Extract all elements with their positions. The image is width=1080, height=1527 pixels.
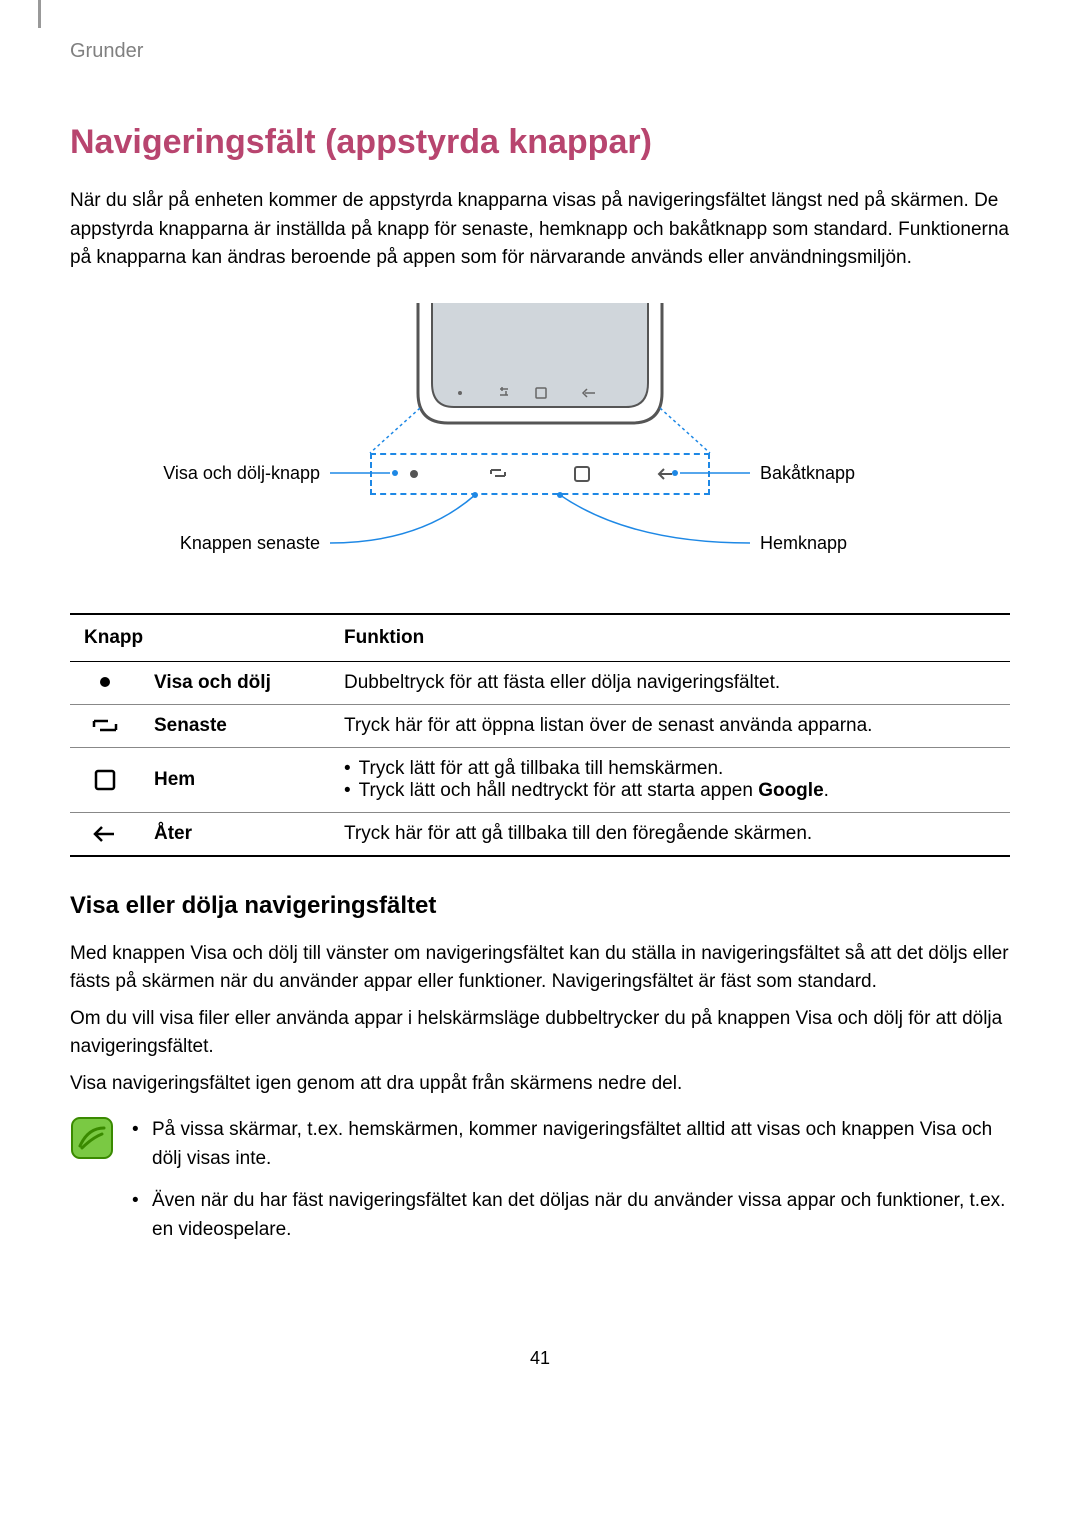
table-row: ÅterTryck här för att gå tillbaka till d… [70,812,1010,856]
body-paragraph: Visa navigeringsfältet igen genom att dr… [70,1070,1010,1099]
page-title: Navigeringsfält (appstyrda knappar) [70,123,1010,162]
table-row: Visa och döljDubbeltryck för att fästa e… [70,661,1010,704]
table-header-function: Funktion [330,614,1010,662]
page-number: 41 [70,1348,1010,1369]
button-function: Tryck här för att öppna listan över de s… [330,704,1010,747]
home-icon [70,747,140,812]
note-content: På vissa skärmar, t.ex. hemskärmen, komm… [132,1116,1010,1258]
recent-icon [70,704,140,747]
button-function: Dubbeltryck för att fästa eller dölja na… [330,661,1010,704]
table-row: HemTryck lätt för att gå tillbaka till h… [70,747,1010,812]
label-recent: Knappen senaste [180,533,320,554]
nav-bar-diagram: Visa och dölj-knapp Knappen senaste Bakå… [70,303,1010,573]
dot-icon [70,661,140,704]
button-function: Tryck här för att gå tillbaka till den f… [330,812,1010,856]
button-function-table: Knapp Funktion Visa och döljDubbeltryck … [70,613,1010,857]
body-paragraph: Med knappen Visa och dölj till vänster o… [70,940,1010,997]
note-item: På vissa skärmar, t.ex. hemskärmen, komm… [132,1116,1010,1173]
note-item: Även när du har fäst navigeringsfältet k… [132,1187,1010,1244]
button-name: Hem [140,747,330,812]
table-header-button: Knapp [70,614,330,662]
body-paragraph: Om du vill visa filer eller använda appa… [70,1005,1010,1062]
label-back: Bakåtknapp [760,463,855,484]
button-name: Visa och dölj [140,661,330,704]
button-function: Tryck lätt för att gå tillbaka till hems… [330,747,1010,812]
note-box: På vissa skärmar, t.ex. hemskärmen, komm… [70,1116,1010,1258]
label-home: Hemknapp [760,533,847,554]
back-icon [70,812,140,856]
button-name: Senaste [140,704,330,747]
note-icon [70,1116,114,1258]
intro-paragraph: När du slår på enheten kommer de appstyr… [70,187,1010,273]
subsection-title: Visa eller dölja navigeringsfältet [70,892,1010,920]
label-show-hide: Visa och dölj-knapp [163,463,320,484]
breadcrumb: Grunder [70,40,1010,63]
button-name: Åter [140,812,330,856]
table-row: SenasteTryck här för att öppna listan öv… [70,704,1010,747]
